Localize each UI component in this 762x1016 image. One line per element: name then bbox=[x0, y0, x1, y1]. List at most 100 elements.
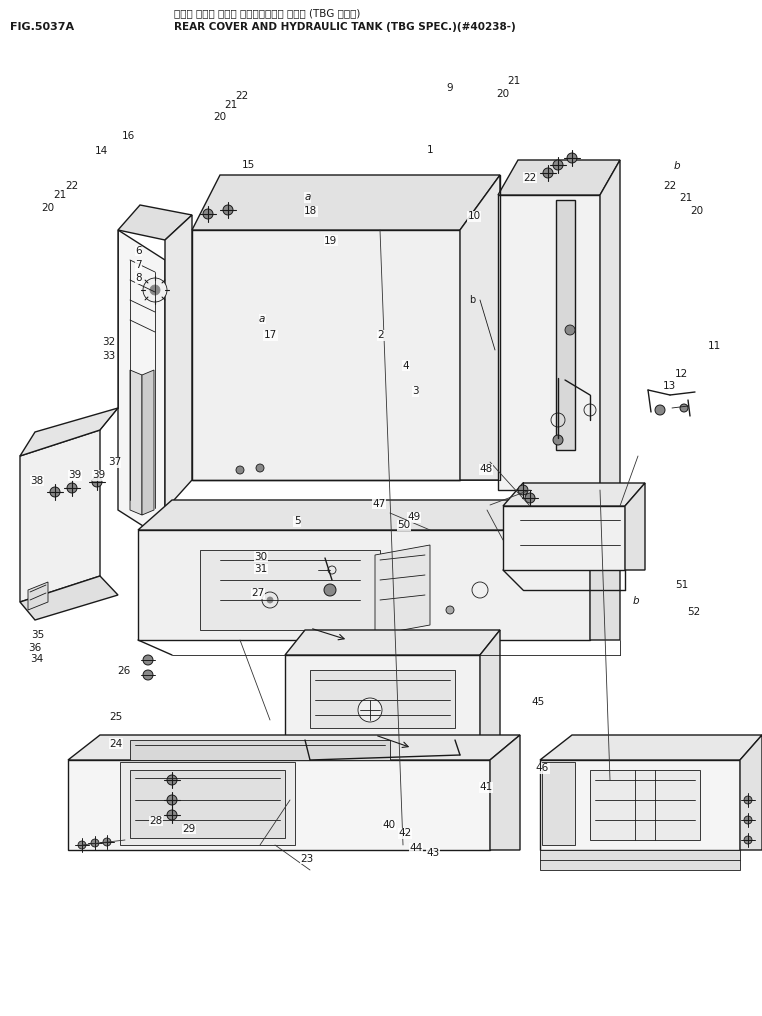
Circle shape bbox=[203, 209, 213, 219]
Circle shape bbox=[223, 205, 233, 215]
Text: 27: 27 bbox=[251, 588, 265, 598]
Text: 31: 31 bbox=[254, 564, 267, 574]
Text: 34: 34 bbox=[30, 654, 43, 664]
Circle shape bbox=[553, 435, 563, 445]
Circle shape bbox=[78, 841, 86, 849]
Circle shape bbox=[267, 597, 273, 604]
Text: a: a bbox=[305, 192, 311, 202]
Text: 50: 50 bbox=[397, 520, 411, 530]
Text: 47: 47 bbox=[372, 499, 386, 509]
Polygon shape bbox=[142, 370, 154, 515]
Polygon shape bbox=[192, 230, 460, 480]
Text: 43: 43 bbox=[426, 848, 440, 859]
Circle shape bbox=[584, 404, 596, 416]
Circle shape bbox=[567, 153, 577, 163]
Text: 1: 1 bbox=[427, 145, 434, 155]
Polygon shape bbox=[20, 576, 118, 620]
Polygon shape bbox=[285, 630, 500, 655]
Circle shape bbox=[553, 160, 563, 170]
Polygon shape bbox=[130, 740, 390, 760]
Polygon shape bbox=[540, 735, 762, 760]
Polygon shape bbox=[68, 735, 520, 760]
Polygon shape bbox=[68, 760, 490, 850]
Polygon shape bbox=[120, 762, 295, 845]
Text: REAR COVER AND HYDRAULIC TANK (TBG SPEC.)(#40238-): REAR COVER AND HYDRAULIC TANK (TBG SPEC.… bbox=[174, 22, 516, 31]
Text: 22: 22 bbox=[235, 90, 248, 101]
Polygon shape bbox=[503, 483, 645, 506]
Text: 12: 12 bbox=[674, 369, 688, 379]
Polygon shape bbox=[138, 530, 590, 640]
Text: 11: 11 bbox=[707, 341, 721, 352]
Circle shape bbox=[167, 775, 177, 785]
Text: 39: 39 bbox=[68, 470, 82, 481]
Text: 52: 52 bbox=[687, 607, 700, 617]
Polygon shape bbox=[480, 630, 500, 740]
Polygon shape bbox=[20, 430, 100, 602]
Text: 21: 21 bbox=[679, 193, 693, 203]
Polygon shape bbox=[490, 735, 520, 850]
Text: 9: 9 bbox=[447, 83, 453, 93]
Text: 20: 20 bbox=[213, 112, 226, 122]
Text: 22: 22 bbox=[663, 181, 677, 191]
Text: 18: 18 bbox=[304, 206, 318, 216]
Circle shape bbox=[680, 404, 688, 412]
Text: 8: 8 bbox=[136, 273, 142, 283]
Polygon shape bbox=[556, 200, 575, 450]
Text: 13: 13 bbox=[663, 381, 677, 391]
Polygon shape bbox=[28, 582, 48, 610]
Text: 36: 36 bbox=[27, 643, 41, 653]
Polygon shape bbox=[590, 500, 620, 640]
Circle shape bbox=[744, 836, 752, 844]
Text: 21: 21 bbox=[53, 190, 67, 200]
Circle shape bbox=[143, 278, 167, 302]
Text: 40: 40 bbox=[382, 820, 395, 830]
Text: 14: 14 bbox=[94, 146, 108, 156]
Text: 42: 42 bbox=[399, 828, 412, 838]
Text: 32: 32 bbox=[102, 337, 116, 347]
Circle shape bbox=[103, 838, 111, 846]
Text: 22: 22 bbox=[523, 173, 536, 183]
Text: 6: 6 bbox=[136, 246, 142, 256]
Text: 30: 30 bbox=[254, 552, 267, 562]
Text: 33: 33 bbox=[102, 351, 116, 361]
Polygon shape bbox=[740, 735, 762, 850]
Polygon shape bbox=[542, 762, 575, 845]
Polygon shape bbox=[460, 175, 500, 480]
Text: 49: 49 bbox=[407, 512, 421, 522]
Text: 4: 4 bbox=[403, 361, 409, 371]
Polygon shape bbox=[600, 160, 620, 490]
Text: b: b bbox=[633, 596, 639, 607]
Polygon shape bbox=[138, 500, 620, 530]
Text: 46: 46 bbox=[536, 763, 549, 773]
Text: 15: 15 bbox=[242, 160, 255, 170]
Text: FIG.5037A: FIG.5037A bbox=[10, 22, 74, 31]
Circle shape bbox=[167, 810, 177, 820]
Text: 20: 20 bbox=[496, 89, 510, 100]
Polygon shape bbox=[498, 160, 620, 195]
Text: 39: 39 bbox=[92, 470, 106, 481]
Text: 2: 2 bbox=[378, 330, 384, 340]
Text: b: b bbox=[674, 161, 680, 171]
Circle shape bbox=[446, 606, 454, 614]
Circle shape bbox=[143, 655, 153, 665]
Circle shape bbox=[143, 670, 153, 680]
Circle shape bbox=[50, 487, 60, 497]
Text: 21: 21 bbox=[224, 100, 238, 110]
Text: 22: 22 bbox=[65, 181, 78, 191]
Circle shape bbox=[236, 466, 244, 474]
Circle shape bbox=[150, 285, 160, 295]
Polygon shape bbox=[540, 760, 740, 850]
Circle shape bbox=[744, 816, 752, 824]
Circle shape bbox=[92, 477, 102, 487]
Text: 48: 48 bbox=[479, 464, 493, 474]
Polygon shape bbox=[285, 655, 480, 740]
Text: リヤー カバー オヨビ ハイドロリック タンク (TBG ショウ): リヤー カバー オヨビ ハイドロリック タンク (TBG ショウ) bbox=[174, 8, 360, 18]
Polygon shape bbox=[165, 215, 192, 510]
Text: 10: 10 bbox=[467, 211, 481, 221]
Circle shape bbox=[358, 698, 382, 722]
Circle shape bbox=[744, 796, 752, 804]
Polygon shape bbox=[118, 230, 165, 539]
Text: 17: 17 bbox=[264, 330, 277, 340]
Text: 45: 45 bbox=[531, 697, 545, 707]
Circle shape bbox=[543, 168, 553, 178]
